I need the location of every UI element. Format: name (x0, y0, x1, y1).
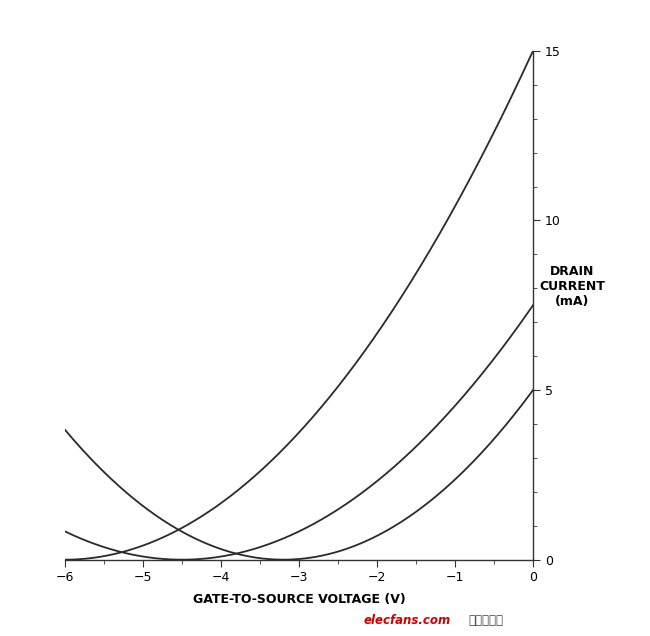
Text: DRAIN
CURRENT
(mA): DRAIN CURRENT (mA) (539, 265, 605, 308)
Text: 电子发烧友: 电子发烧友 (468, 614, 503, 626)
X-axis label: GATE-TO-SOURCE VOLTAGE (V): GATE-TO-SOURCE VOLTAGE (V) (192, 593, 406, 606)
Text: elecfans.com: elecfans.com (364, 614, 451, 626)
